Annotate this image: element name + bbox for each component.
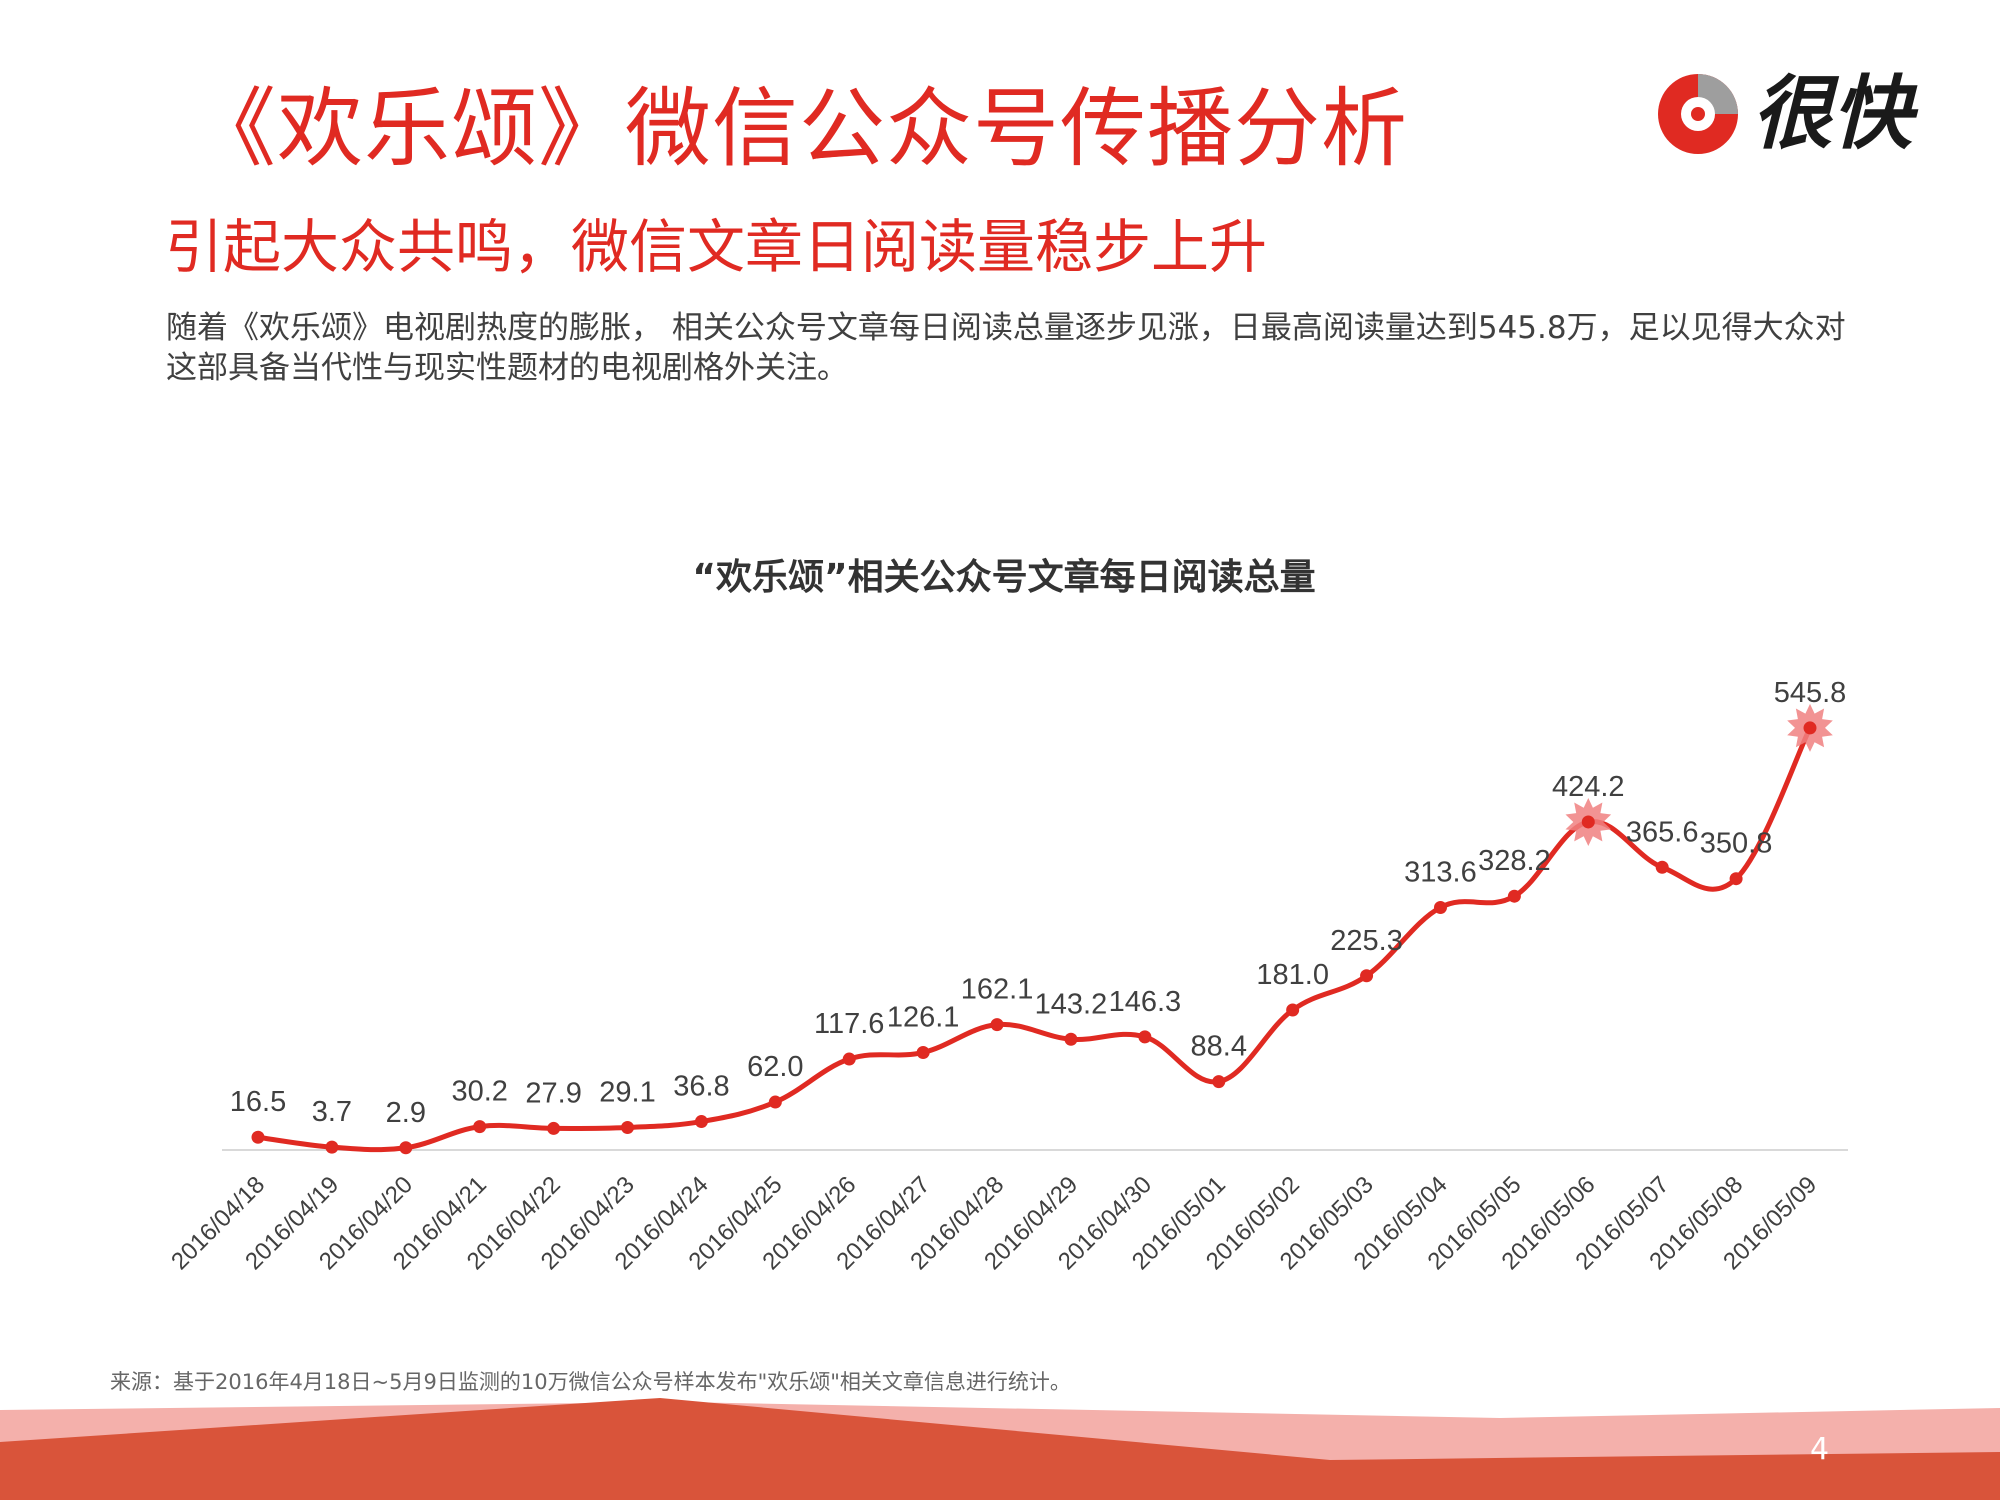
data-point bbox=[694, 1115, 708, 1129]
page-subtitle: 引起大众共鸣，微信文章日阅读量稳步上升 bbox=[165, 213, 1268, 281]
data-point bbox=[768, 1095, 782, 1109]
logo-text: 很快 bbox=[1752, 67, 1912, 160]
hen-kuai-logo-icon bbox=[1658, 74, 1738, 154]
data-point bbox=[621, 1120, 635, 1134]
data-point bbox=[1581, 815, 1595, 829]
chart-title: “欢乐颂”相关公众号文章每日阅读总量 bbox=[692, 557, 1316, 598]
line-chart: 16.52016/04/183.72016/04/192.92016/04/20… bbox=[166, 677, 1848, 1275]
data-label: 27.9 bbox=[525, 1077, 581, 1109]
data-label: 36.8 bbox=[673, 1071, 729, 1103]
data-point bbox=[325, 1140, 339, 1154]
description-text: 随着《欢乐颂》电视剧热度的膨胀， 相关公众号文章每日阅读总量逐步见涨，日最高阅读… bbox=[166, 310, 1846, 386]
data-label: 181.0 bbox=[1256, 959, 1329, 991]
data-point bbox=[399, 1141, 413, 1155]
data-label: 88.4 bbox=[1191, 1031, 1247, 1063]
data-label: 3.7 bbox=[312, 1096, 352, 1128]
data-point bbox=[1655, 860, 1669, 874]
data-point bbox=[916, 1045, 930, 1059]
data-label: 313.6 bbox=[1404, 856, 1477, 888]
data-label: 126.1 bbox=[887, 1001, 960, 1033]
data-label: 146.3 bbox=[1109, 986, 1182, 1018]
data-label: 29.1 bbox=[599, 1076, 655, 1108]
data-label: 117.6 bbox=[814, 1008, 884, 1040]
data-point bbox=[1803, 721, 1817, 735]
data-label: 162.1 bbox=[961, 974, 1034, 1006]
data-point bbox=[1212, 1075, 1226, 1089]
brand-logo: 很快 bbox=[1652, 66, 1912, 162]
data-label: 424.2 bbox=[1552, 771, 1625, 803]
data-label: 328.2 bbox=[1478, 845, 1551, 877]
data-label: 30.2 bbox=[451, 1076, 507, 1108]
data-label: 545.8 bbox=[1774, 677, 1847, 709]
page-number: 4 bbox=[1810, 1432, 1830, 1467]
data-point bbox=[1729, 872, 1743, 886]
data-point bbox=[1286, 1003, 1300, 1017]
page-title: 《欢乐颂》微信公众号传播分析 bbox=[190, 79, 1408, 179]
data-point bbox=[1064, 1032, 1078, 1046]
data-point bbox=[251, 1130, 265, 1144]
data-point bbox=[1360, 969, 1374, 983]
data-label: 62.0 bbox=[747, 1051, 803, 1083]
data-label: 350.8 bbox=[1700, 828, 1773, 860]
data-point bbox=[842, 1052, 856, 1066]
data-point bbox=[473, 1120, 487, 1134]
footer-dark-band bbox=[0, 1398, 2000, 1500]
data-label: 2.9 bbox=[386, 1097, 426, 1129]
data-point bbox=[547, 1121, 561, 1135]
footer-band bbox=[0, 1398, 2000, 1500]
data-point bbox=[1507, 889, 1521, 903]
data-label: 16.5 bbox=[230, 1086, 286, 1118]
data-label: 143.2 bbox=[1035, 988, 1108, 1020]
source-note: 来源：基于2016年4月18日~5月9日监测的10万微信公众号样本发布"欢乐颂"… bbox=[110, 1370, 1071, 1394]
data-point bbox=[990, 1018, 1004, 1032]
data-label: 225.3 bbox=[1330, 925, 1403, 957]
data-label: 365.6 bbox=[1626, 816, 1699, 848]
data-point bbox=[1433, 900, 1447, 914]
data-point bbox=[1138, 1030, 1152, 1044]
